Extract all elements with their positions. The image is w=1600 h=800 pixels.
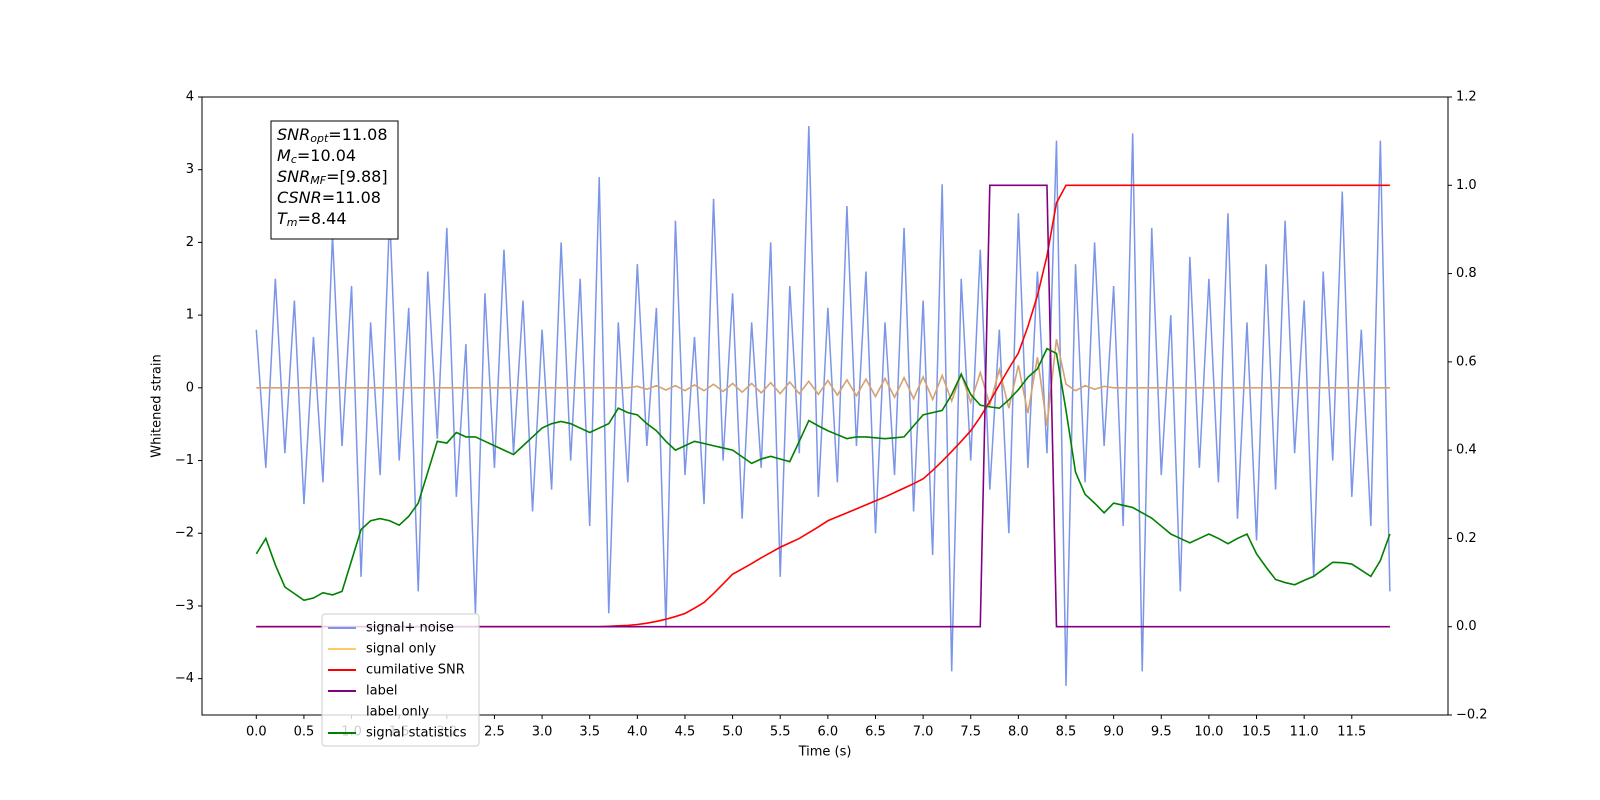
annotation-box (270, 120, 399, 240)
series-line (256, 338, 1390, 426)
x-tick-label: 11.5 (1337, 725, 1366, 740)
y-tick-label: 0 (186, 380, 194, 395)
x-tick-label: 10.0 (1194, 725, 1223, 740)
y2-tick-label: 0.6 (1456, 354, 1477, 369)
y-tick-label: −1 (175, 453, 194, 468)
x-axis-label: Time (s) (798, 745, 852, 760)
annotation: Mc=10.04 (277, 146, 356, 167)
x-tick-label: 8.5 (1056, 725, 1077, 740)
annotation-value: =11.08 (322, 188, 381, 207)
annotation: Tm=8.44 (277, 209, 347, 230)
y-tick-label: 4 (186, 90, 194, 105)
legend-label: label only (366, 705, 429, 720)
x-tick-label: 9.0 (1103, 725, 1124, 740)
annotation-subscript: opt (310, 132, 329, 145)
y-tick-label: −3 (175, 598, 194, 613)
x-tick-label: 2.5 (484, 725, 505, 740)
y2-tick-label: 1.0 (1456, 178, 1477, 193)
legend-label: cumilative SNR (366, 663, 465, 678)
x-tick-label: 6.0 (818, 725, 839, 740)
annotation-value: =[9.88] (326, 167, 388, 186)
annotation: SNRMF=[9.88] (277, 167, 388, 188)
y2-tick-label: 0.0 (1456, 619, 1477, 634)
x-tick-label: 4.5 (675, 725, 696, 740)
x-tick-label: 3.0 (532, 725, 553, 740)
legend-label: signal statistics (366, 726, 467, 741)
annotation-subscript: m (287, 216, 298, 229)
annotation-subscript: MF (310, 174, 326, 187)
annotation-value: =10.04 (297, 146, 356, 165)
annotation-symbol: CSNR (277, 188, 322, 207)
y-tick-label: 3 (186, 162, 194, 177)
x-tick-label: 8.0 (1008, 725, 1029, 740)
x-tick-label: 7.0 (913, 725, 934, 740)
x-tick-label: 9.5 (1151, 725, 1172, 740)
y-axis-label: Whitened strain (150, 354, 165, 457)
x-tick-label: 4.0 (627, 725, 648, 740)
annotation: CSNR=11.08 (277, 188, 381, 207)
y-tick-label: 2 (186, 235, 194, 250)
y2-tick-label: 1.2 (1456, 90, 1477, 105)
x-tick-label: 5.0 (722, 725, 743, 740)
series-line (255, 347, 1391, 602)
x-tick-label: 11.0 (1290, 725, 1319, 740)
annotation-symbol: SNR (277, 167, 310, 186)
x-tick-label: 7.5 (960, 725, 981, 740)
annotation-value: =8.44 (298, 209, 347, 228)
y-tick-label: 1 (186, 308, 194, 323)
x-tick-label: 6.5 (865, 725, 886, 740)
annotation: SNRopt=11.08 (277, 125, 388, 146)
annotation-symbol: T (277, 209, 288, 228)
annotation-subscript: c (291, 153, 297, 166)
x-tick-label: 0.5 (294, 725, 315, 740)
y2-tick-label: −0.2 (1456, 708, 1488, 723)
y2-tick-label: 0.4 (1456, 443, 1477, 458)
annotation-symbol: M (277, 146, 291, 165)
x-tick-label: 3.5 (579, 725, 600, 740)
legend-label: signal+ noise (366, 621, 454, 636)
x-tick-label: 10.5 (1242, 725, 1271, 740)
plot-frame (201, 96, 1449, 716)
legend-label: signal only (366, 642, 436, 657)
x-tick-label: 0.0 (246, 725, 267, 740)
annotation-symbol: SNR (277, 125, 310, 144)
legend-label: label (366, 684, 397, 699)
y2-tick-label: 0.8 (1456, 266, 1477, 281)
series-line (255, 126, 1391, 686)
y-tick-label: −2 (175, 526, 194, 541)
y2-tick-label: 0.2 (1456, 531, 1477, 546)
y-tick-label: −4 (175, 671, 194, 686)
legend-box (321, 613, 480, 747)
x-tick-label: 5.5 (770, 725, 791, 740)
annotation-value: =11.08 (328, 125, 387, 144)
